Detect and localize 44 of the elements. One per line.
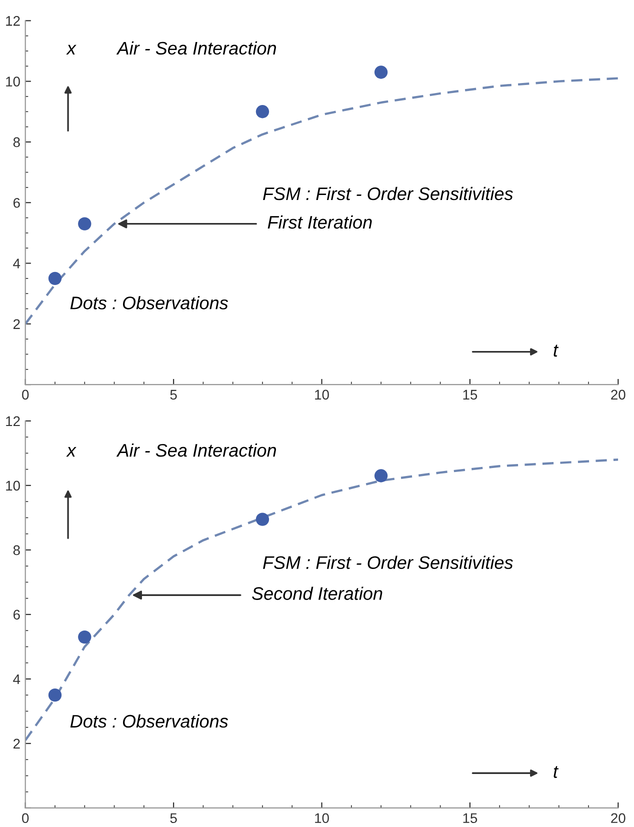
point [78,217,92,230]
annotation: Second Iteration [252,586,382,600]
annotation: Air - Sea Interaction [116,41,276,55]
point [48,688,62,702]
line-series [25,77,618,326]
point [78,630,92,644]
point [256,512,270,526]
y-tick-label: 10 [6,480,20,491]
annotation: FSM : First - Order Sensitivities [263,186,513,200]
y-tick-label: 4 [13,674,20,684]
x-tick-label: 15 [463,813,478,824]
annotation: Dots : Observations [70,296,228,310]
y-tick-label: 8 [13,545,20,556]
y-tick-label: 2 [13,738,20,749]
annotation: x [66,44,76,54]
x-tick-label: 15 [463,390,478,400]
y-tick-label: 2 [13,319,20,329]
point [256,105,270,118]
y-tick-label: 6 [13,198,20,208]
x-tick-label: 0 [22,813,29,824]
point [374,66,388,79]
y-tick-label: 10 [6,76,20,86]
annotation: First Iteration [268,215,372,229]
point [48,272,62,286]
annotation: t [554,766,559,778]
annotation: x [66,447,76,457]
x-tick-label: 5 [170,813,177,824]
annotation: t [554,344,559,357]
x-tick-label: 20 [611,813,626,824]
x-tick-label: 0 [22,390,29,400]
x-tick-label: 5 [170,390,177,400]
y-tick-label: 4 [13,258,20,268]
point [374,469,388,482]
annotation: Air - Sea Interaction [116,443,276,457]
y-tick-label: 6 [13,610,20,620]
y-tick-label: 8 [13,137,20,148]
line-series [25,458,618,742]
x-tick-label: 10 [315,390,329,400]
annotation: Dots : Observations [70,714,228,728]
x-tick-label: 20 [611,390,626,400]
y-tick-label: 12 [6,16,20,26]
x-tick-label: 10 [315,813,329,824]
y-tick-label: 12 [6,416,20,426]
annotation: FSM : First - Order Sensitivities [263,556,513,569]
